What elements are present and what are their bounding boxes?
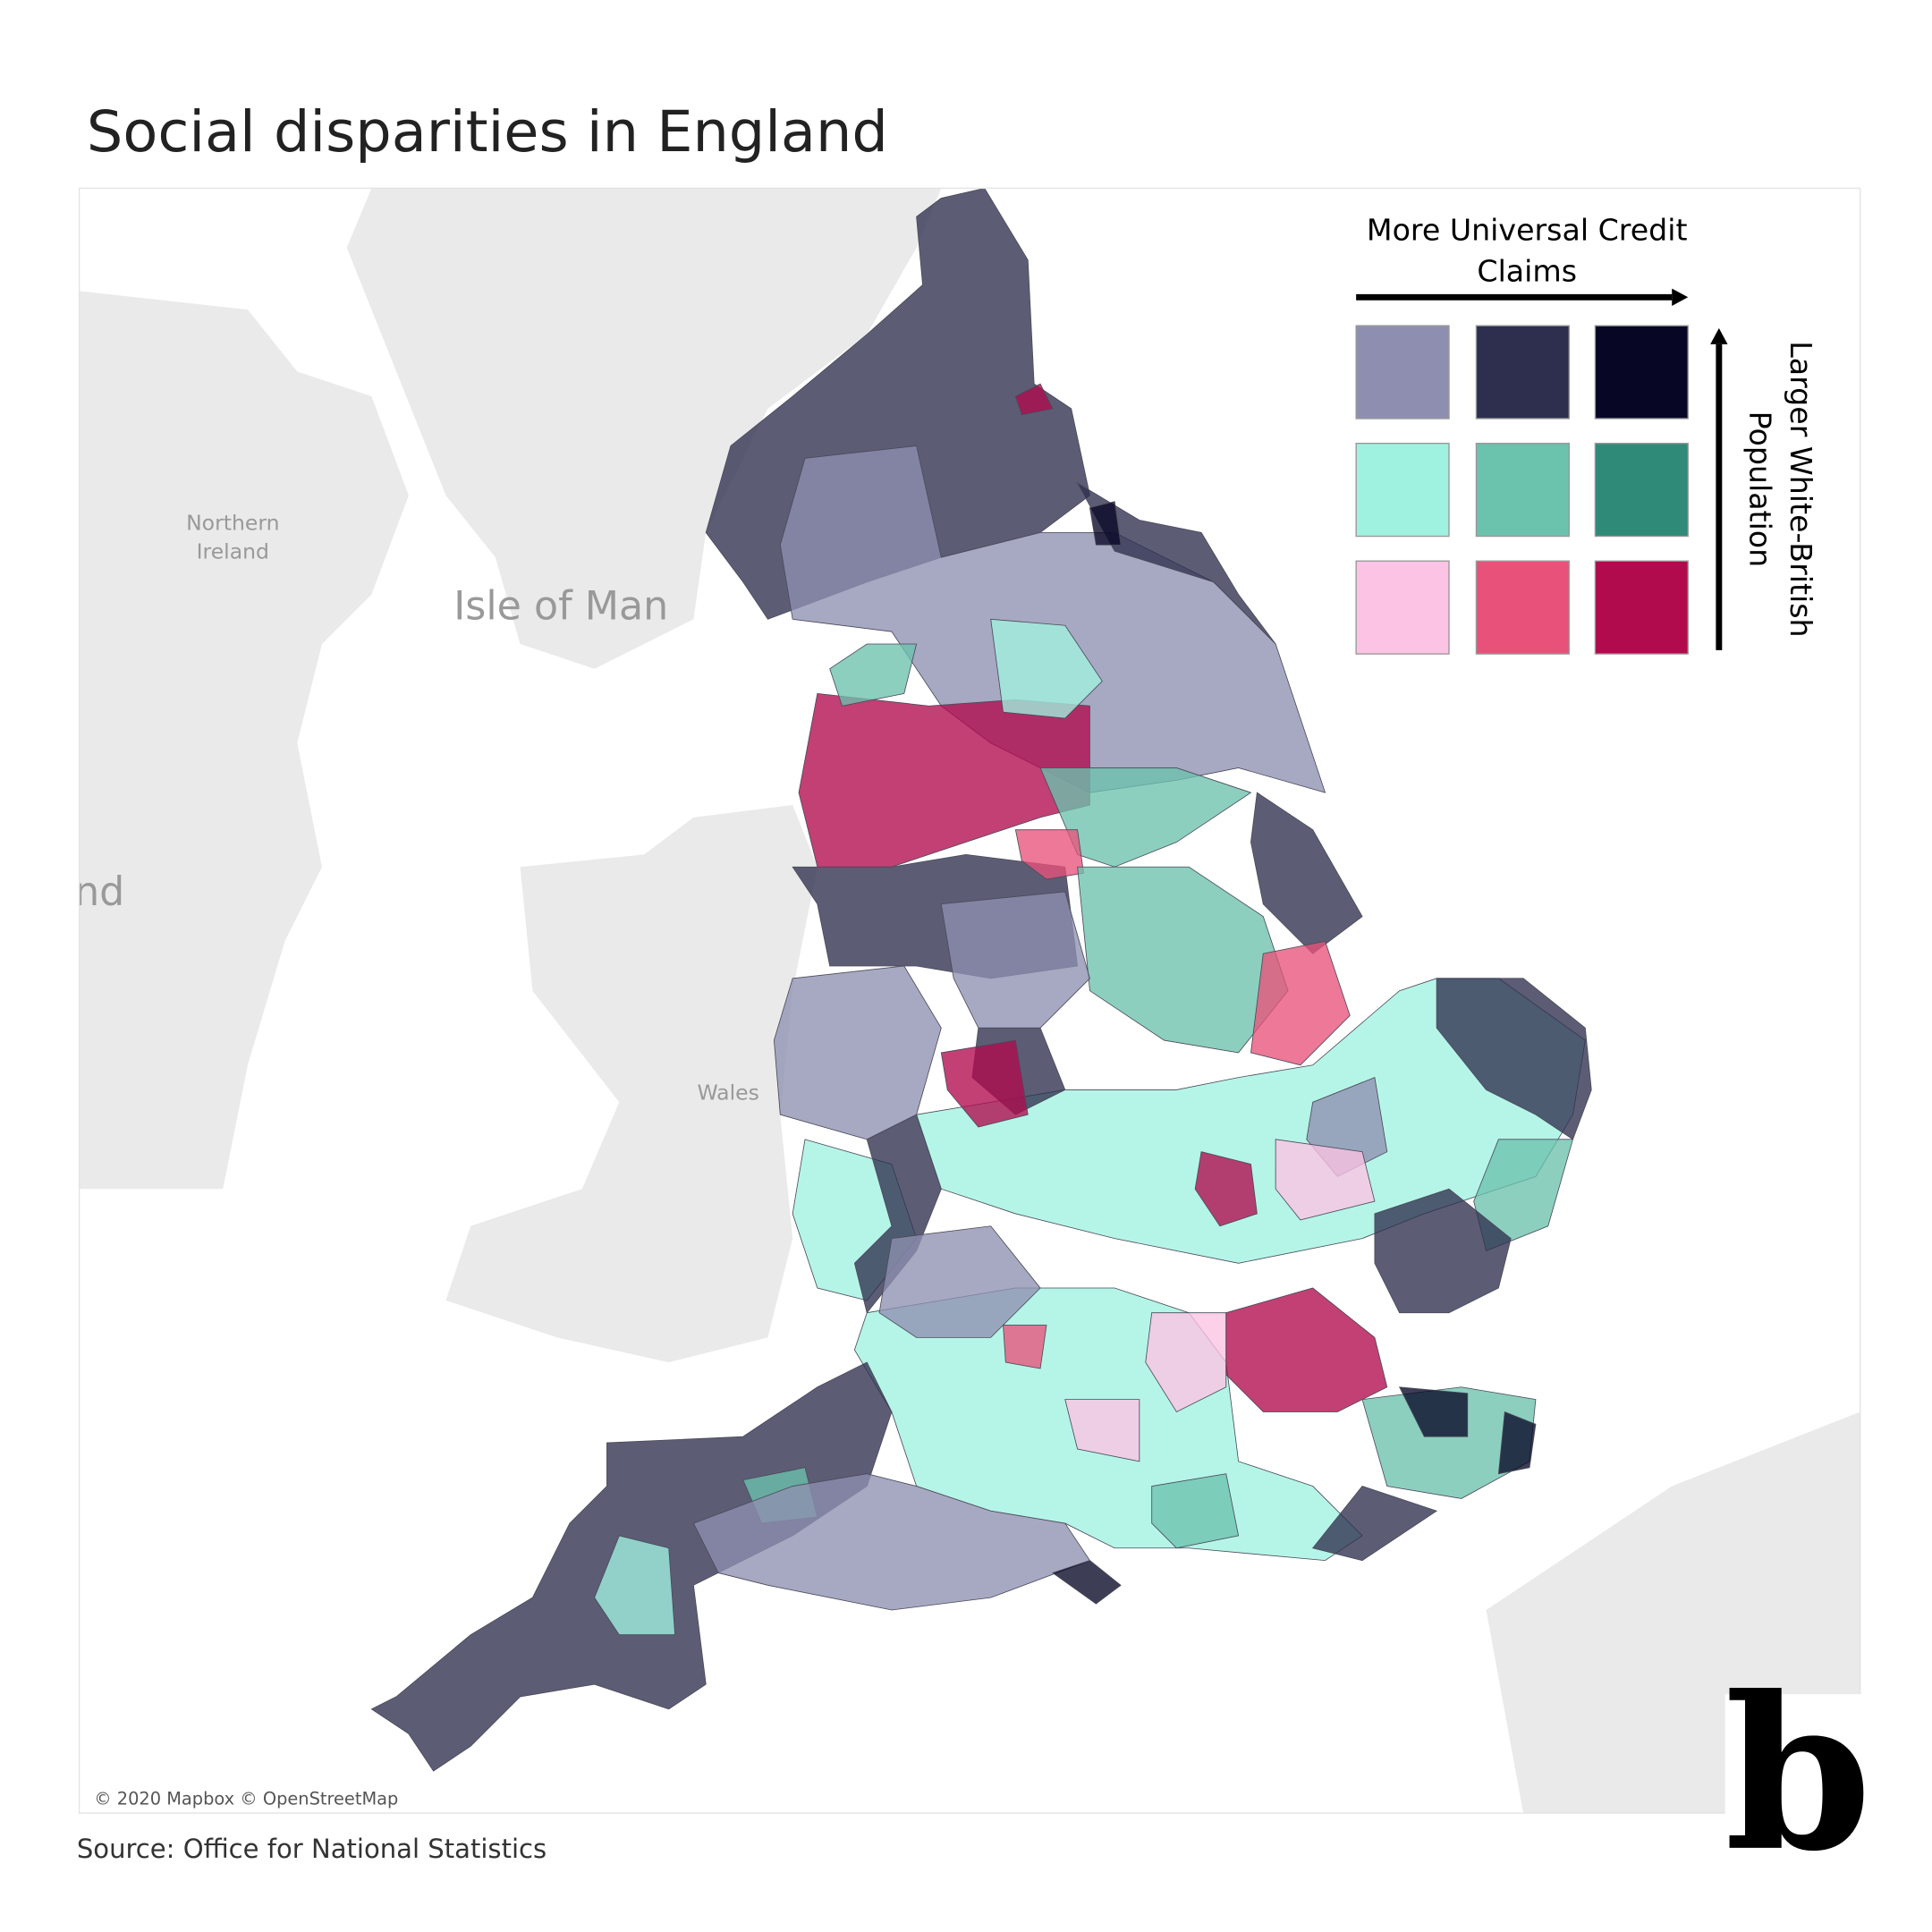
region (1398, 1386, 1469, 1437)
legend-swatch (1475, 443, 1570, 538)
logo: b (1724, 1650, 1872, 1898)
map-label: nd (74, 869, 124, 915)
region (1374, 1188, 1512, 1314)
region (1064, 1399, 1140, 1462)
region (1311, 1486, 1438, 1562)
region (1151, 1473, 1240, 1549)
legend-swatch (1355, 325, 1450, 419)
land-wales (445, 805, 818, 1363)
legend-y-label: Larger White-British (1784, 341, 1818, 637)
legend: More Universal Credit Claims Larger Whit… (1355, 213, 1818, 655)
legend-x-label: Claims (1477, 253, 1577, 288)
region (773, 965, 942, 1140)
legend-y-arrowhead (1710, 327, 1728, 344)
region (1275, 1139, 1376, 1221)
region (990, 618, 1103, 719)
region (940, 1039, 1029, 1128)
region (594, 1535, 676, 1636)
attribution: © 2020 Mapbox © OpenStreetMap (94, 1788, 398, 1809)
region (1145, 1312, 1227, 1413)
logo-box (1724, 1694, 1872, 1893)
legend-swatch (1475, 560, 1570, 655)
map-label: Isle of Man (453, 583, 668, 629)
region (1003, 1325, 1047, 1369)
map-label: Northern (186, 511, 279, 536)
source: Source: Office for National Statistics (77, 1834, 547, 1864)
legend-swatch (1355, 443, 1450, 538)
land-ireland (79, 291, 409, 1190)
region (779, 445, 1326, 793)
map-label: Ireland (197, 538, 269, 564)
legend-x-arrowhead (1672, 288, 1689, 306)
legend-swatch (1594, 325, 1689, 419)
region (1497, 1411, 1537, 1475)
map-frame (78, 187, 1861, 1814)
legend-swatch (1594, 443, 1689, 538)
legend-y-label: Population (1742, 411, 1777, 568)
legend-swatch (1475, 325, 1570, 419)
region (1052, 1560, 1122, 1605)
region (878, 1225, 1041, 1338)
region (1014, 829, 1085, 880)
legend-swatch (1594, 560, 1689, 655)
land-scotland (346, 188, 942, 669)
region (1194, 1151, 1258, 1227)
land-isle-of-man (545, 569, 595, 644)
region (692, 1473, 1091, 1611)
region (1014, 383, 1054, 416)
region (1076, 481, 1276, 645)
region (829, 643, 918, 707)
region (1089, 501, 1122, 546)
legend-swatch (1355, 560, 1450, 655)
region (798, 692, 1090, 868)
regions (370, 188, 1592, 1772)
region (1250, 940, 1351, 1066)
title: Social disparities in England (87, 99, 888, 165)
map: Northern Ireland Isle of Man nd Wales © … (74, 188, 1860, 1814)
legend-x-label: More Universal Credit (1367, 213, 1688, 248)
region (1473, 1139, 1574, 1252)
map-label: Wales (697, 1080, 758, 1106)
